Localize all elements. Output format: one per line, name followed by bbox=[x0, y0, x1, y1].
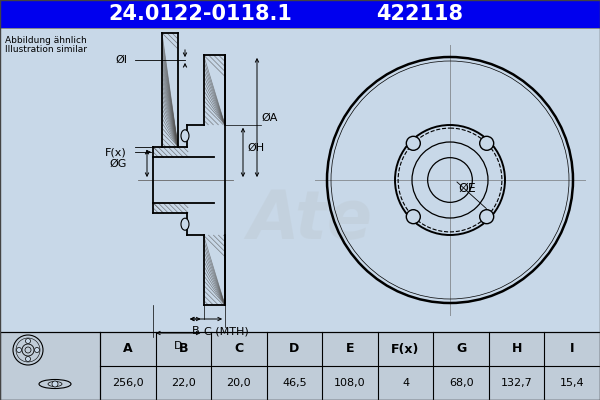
Text: H: H bbox=[511, 342, 522, 356]
Circle shape bbox=[52, 381, 58, 387]
Text: F(x): F(x) bbox=[391, 342, 420, 356]
Circle shape bbox=[25, 338, 31, 344]
Text: Ate: Ate bbox=[247, 187, 373, 253]
Text: ØG: ØG bbox=[110, 158, 127, 168]
Text: 256,0: 256,0 bbox=[112, 378, 143, 388]
Text: 22,0: 22,0 bbox=[171, 378, 196, 388]
Text: 4: 4 bbox=[402, 378, 409, 388]
Text: B: B bbox=[179, 342, 188, 356]
Circle shape bbox=[17, 348, 22, 352]
Text: Illustration similar: Illustration similar bbox=[5, 45, 87, 54]
Ellipse shape bbox=[181, 218, 189, 230]
Text: F(x): F(x) bbox=[105, 147, 127, 157]
Text: B: B bbox=[191, 326, 199, 336]
Text: 132,7: 132,7 bbox=[501, 378, 533, 388]
Text: D: D bbox=[289, 342, 299, 356]
Circle shape bbox=[35, 348, 40, 352]
Circle shape bbox=[479, 136, 494, 150]
Text: C: C bbox=[235, 342, 244, 356]
Text: E: E bbox=[346, 342, 354, 356]
Text: 24.0122-0118.1: 24.0122-0118.1 bbox=[108, 4, 292, 24]
Text: ØA: ØA bbox=[261, 112, 277, 122]
Text: 15,4: 15,4 bbox=[560, 378, 584, 388]
Text: Abbildung ähnlich: Abbildung ähnlich bbox=[5, 36, 87, 45]
Text: G: G bbox=[456, 342, 466, 356]
Ellipse shape bbox=[181, 130, 189, 142]
Text: 20,0: 20,0 bbox=[227, 378, 251, 388]
Text: D: D bbox=[174, 341, 182, 351]
Circle shape bbox=[25, 356, 31, 362]
Circle shape bbox=[479, 210, 494, 224]
Text: C (MTH): C (MTH) bbox=[203, 326, 248, 336]
Text: ØI: ØI bbox=[115, 55, 127, 65]
Text: A: A bbox=[123, 342, 133, 356]
Text: 68,0: 68,0 bbox=[449, 378, 473, 388]
Circle shape bbox=[406, 210, 421, 224]
Text: 422118: 422118 bbox=[377, 4, 464, 24]
Text: 108,0: 108,0 bbox=[334, 378, 366, 388]
Text: I: I bbox=[570, 342, 574, 356]
Bar bbox=[0, 332, 600, 400]
Bar bbox=[0, 0, 600, 28]
Text: ØH: ØH bbox=[247, 142, 264, 152]
Circle shape bbox=[406, 136, 421, 150]
Text: ØE: ØE bbox=[458, 182, 476, 195]
Text: 46,5: 46,5 bbox=[282, 378, 307, 388]
